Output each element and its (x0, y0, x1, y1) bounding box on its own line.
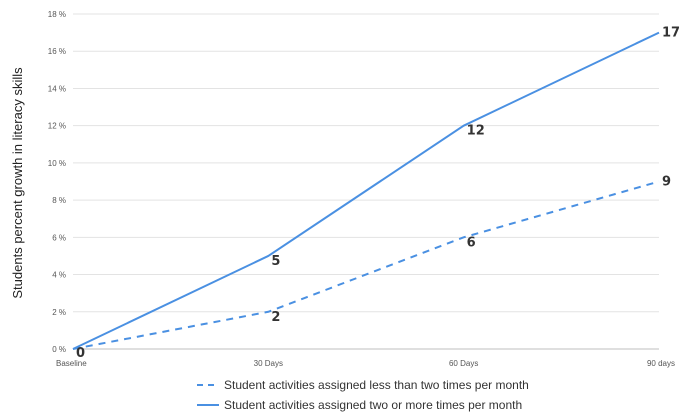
y-axis-ticks: 0 % 2 % 4 % 6 % 8 % 10 % 12 % 14 % 16 % 18 % (48, 10, 66, 354)
y-tick-label: 0 % (52, 345, 66, 354)
series-line-dashed (72, 180, 660, 350)
y-tick-label: 2 % (52, 308, 66, 317)
y-tick-label: 18 % (48, 10, 66, 19)
data-labels: 2 6 9 0 5 12 17 (76, 26, 680, 361)
series-line-solid (72, 31, 660, 350)
y-tick-label: 8 % (52, 196, 66, 205)
gridlines (73, 13, 659, 350)
data-label: 9 (662, 175, 671, 190)
x-axis-ticks: Baseline 30 Days 60 Days 90 days (56, 359, 675, 368)
x-tick-label: 30 Days (254, 359, 283, 368)
series-lines (72, 31, 660, 350)
data-label: 12 (467, 124, 485, 139)
y-tick-label: 10 % (48, 159, 66, 168)
data-label: 0 (76, 346, 85, 361)
legend-label-two-or-more: Student activities assigned two or more … (224, 398, 522, 412)
y-tick-label: 12 % (48, 122, 66, 131)
legend-label-less-than-two: Student activities assigned less than tw… (224, 378, 529, 392)
y-tick-label: 16 % (48, 47, 66, 56)
y-tick-label: 6 % (52, 233, 66, 242)
data-label: 17 (662, 26, 680, 41)
y-axis-label: Students percent growth in literacy skil… (10, 67, 25, 299)
y-tick-label: 4 % (52, 271, 66, 280)
legend: Student activities assigned less than tw… (197, 378, 529, 412)
x-tick-label: 90 days (647, 359, 675, 368)
x-tick-label: Baseline (56, 359, 87, 368)
data-label: 6 (467, 235, 476, 250)
data-label: 2 (271, 310, 280, 325)
y-tick-label: 14 % (48, 84, 66, 93)
x-tick-label: 60 Days (449, 359, 478, 368)
data-label: 5 (271, 254, 280, 269)
